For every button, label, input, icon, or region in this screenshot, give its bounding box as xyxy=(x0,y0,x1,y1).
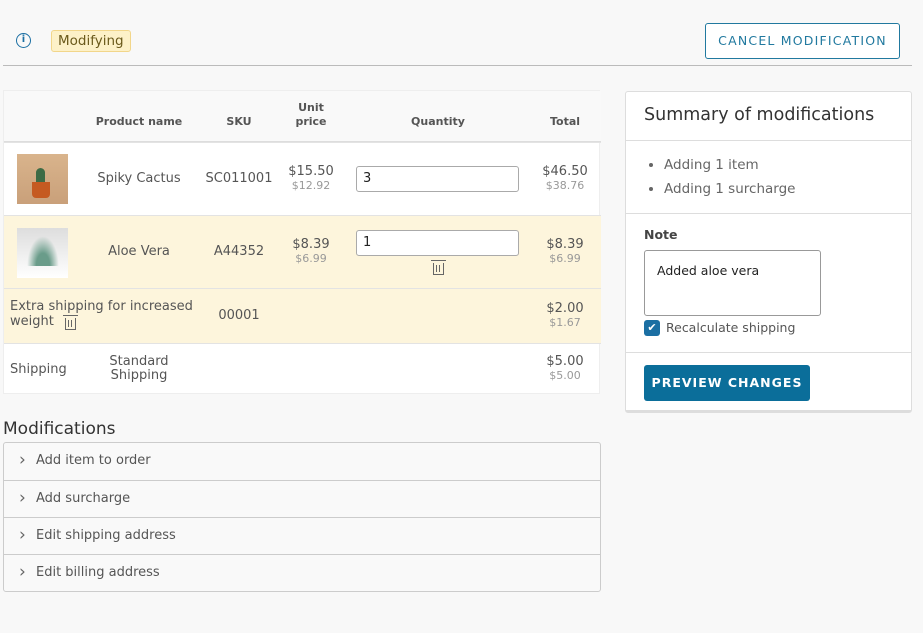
recalculate-shipping-label[interactable]: Recalculate shipping xyxy=(666,320,796,335)
unit-price-net: $6.99 xyxy=(295,252,327,265)
status-badge: Modifying xyxy=(51,30,131,52)
surcharge-name: Extra shipping for increased weight xyxy=(10,299,193,329)
sku: SC011001 xyxy=(205,171,273,186)
preview-changes-button[interactable]: PREVIEW CHANGES xyxy=(644,365,810,401)
column-sku: SKU xyxy=(226,115,252,128)
order-table: Product name SKU Unit price Quantity Tot… xyxy=(3,90,601,394)
summary-list: Adding 1 item Adding 1 surcharge xyxy=(664,153,795,201)
total-net: $6.99 xyxy=(549,252,581,265)
unit-price: $15.50 xyxy=(288,164,334,179)
shipping-label: Shipping xyxy=(10,362,67,377)
product-image-cactus xyxy=(17,154,68,204)
table-row: Spiky Cactus SC011001 $15.50 $12.92 3 $46… xyxy=(4,142,601,215)
modifications-title: Modifications xyxy=(3,419,116,439)
note-label: Note xyxy=(644,227,678,242)
table-row: Extra shipping for increased weight 0000… xyxy=(4,288,601,343)
sku: A44352 xyxy=(213,244,265,259)
total-net: $38.76 xyxy=(545,179,585,192)
total-net: $5.00 xyxy=(549,369,581,382)
summary-item: Adding 1 item xyxy=(664,153,795,177)
summary-card: Summary of modifications Adding 1 item A… xyxy=(625,91,912,413)
column-quantity: Quantity xyxy=(411,115,465,128)
note-textarea[interactable]: Added aloe vera xyxy=(644,250,821,316)
modifications-accordion: Add item to order Add surcharge Edit shi… xyxy=(3,442,601,592)
trash-icon[interactable] xyxy=(431,260,446,275)
trash-icon[interactable] xyxy=(63,315,78,330)
quantity-input[interactable]: 1 xyxy=(356,230,519,256)
sku: 00001 xyxy=(218,308,260,323)
unit-price: $8.39 xyxy=(292,237,330,252)
accordion-add-surcharge[interactable]: Add surcharge xyxy=(4,480,600,517)
product-image-aloe xyxy=(17,228,68,278)
total: $46.50 xyxy=(542,164,588,179)
quantity-input[interactable]: 3 xyxy=(356,166,519,192)
unit-price-net: $12.92 xyxy=(291,179,331,192)
total: $2.00 xyxy=(546,301,584,316)
summary-item: Adding 1 surcharge xyxy=(664,177,795,201)
total: $5.00 xyxy=(546,354,584,369)
accordion-edit-billing-address[interactable]: Edit billing address xyxy=(4,554,600,591)
column-total: Total xyxy=(549,115,581,128)
total-net: $1.67 xyxy=(549,316,581,329)
divider xyxy=(3,65,912,66)
column-unit-price: Unit price xyxy=(295,101,327,128)
cancel-modification-button[interactable]: CANCEL MODIFICATION xyxy=(705,23,900,59)
total: $8.39 xyxy=(546,237,584,252)
table-header: Product name SKU Unit price Quantity Tot… xyxy=(4,91,601,142)
recalculate-shipping-checkbox[interactable]: ✔ xyxy=(644,320,660,336)
table-row: Shipping Standard Shipping $5.00 $5.00 xyxy=(4,343,601,394)
product-name: Spiky Cactus xyxy=(97,171,181,186)
column-product-name: Product name xyxy=(95,115,183,128)
accordion-edit-shipping-address[interactable]: Edit shipping address xyxy=(4,517,600,554)
accordion-add-item[interactable]: Add item to order xyxy=(4,442,600,480)
table-row: Aloe Vera A44352 $8.39 $6.99 1 $8.39 $6.99 xyxy=(4,215,601,288)
info-icon: i xyxy=(16,33,31,48)
summary-title: Summary of modifications xyxy=(644,105,875,125)
shipping-method: Standard Shipping xyxy=(109,354,169,383)
product-name: Aloe Vera xyxy=(108,244,170,259)
